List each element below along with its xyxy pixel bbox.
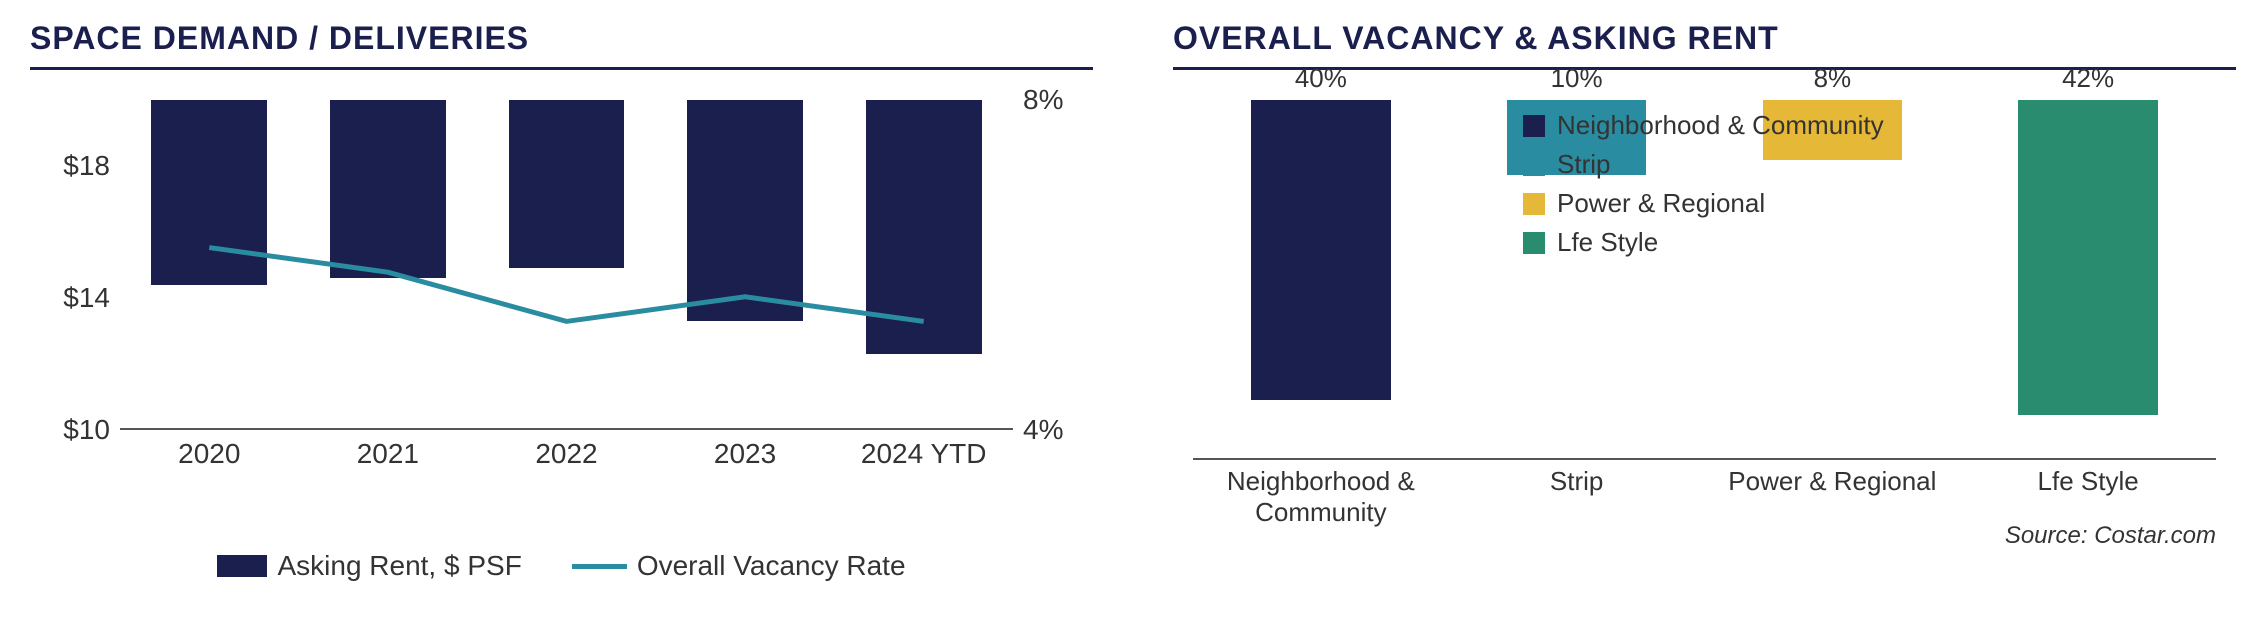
legend-label: Overall Vacancy Rate [637, 550, 906, 582]
legend-label: Asking Rent, $ PSF [277, 550, 521, 582]
y-right-tick: 4% [1023, 414, 1093, 446]
bar-value: 42% [2062, 63, 2114, 94]
chart1-title: SPACE DEMAND / DELIVERIES [30, 20, 1093, 70]
legend-item: Lfe Style [1523, 227, 1884, 258]
x-label: 2024 YTD [861, 438, 987, 470]
legend-item: Neighborhood & Community [1523, 110, 1884, 141]
y-right-tick: 8% [1023, 84, 1093, 116]
legend-label: Power & Regional [1557, 188, 1765, 219]
bar-value: 8% [1814, 63, 1852, 94]
source-text: Source: Costar.com [2005, 522, 2216, 550]
swatch-icon [1523, 232, 1545, 254]
swatch-bar-icon [217, 555, 267, 577]
x-label: Strip [1430, 466, 1723, 497]
right-panel: OVERALL VACANCY & ASKING RENT 40%Neighbo… [1173, 20, 2236, 610]
legend-item: Strip [1523, 149, 1884, 180]
bar-slot: 40%Neighborhood & Community [1208, 100, 1433, 458]
bar: 42% [2018, 100, 2158, 415]
x-label: Power & Regional [1686, 466, 1979, 497]
x-label: 2020 [178, 438, 240, 470]
bar-value: 10% [1551, 63, 1603, 94]
chart1-legend: Asking Rent, $ PSF Overall Vacancy Rate [30, 550, 1093, 582]
left-panel: SPACE DEMAND / DELIVERIES 2020 2021 2022 20… [30, 20, 1093, 610]
y-left-tick: $10 [30, 414, 110, 446]
legend-vacancy-rate: Overall Vacancy Rate [572, 550, 906, 582]
swatch-icon [1523, 193, 1545, 215]
legend-label: Neighborhood & Community [1557, 110, 1884, 141]
y-left-tick: $18 [30, 150, 110, 182]
swatch-line-icon [572, 564, 627, 569]
bar: 40% [1251, 100, 1391, 400]
legend-label: Strip [1557, 149, 1610, 180]
chart2-legend: Neighborhood & Community Strip Power & Reg… [1523, 110, 1884, 266]
x-label: 2022 [535, 438, 597, 470]
x-label: 2021 [357, 438, 419, 470]
chart1: 20202021202220232024 YTD $10$14$18 4%8% … [30, 90, 1093, 610]
legend-asking-rent: Asking Rent, $ PSF [217, 550, 521, 582]
x-label: Lfe Style [1942, 466, 2235, 497]
bar-value: 40% [1295, 63, 1347, 94]
chart2: 40%Neighborhood & Community10%Strip8%Pow… [1173, 90, 2236, 610]
swatch-icon [1523, 154, 1545, 176]
swatch-icon [1523, 115, 1545, 137]
x-label: 2023 [714, 438, 776, 470]
legend-item: Power & Regional [1523, 188, 1884, 219]
legend-label: Lfe Style [1557, 227, 1658, 258]
y-left-tick: $14 [30, 282, 110, 314]
x-label: Neighborhood & Community [1175, 466, 1468, 528]
bar-slot: 42%Lfe Style [1976, 100, 2201, 458]
vacancy-line [209, 248, 923, 322]
